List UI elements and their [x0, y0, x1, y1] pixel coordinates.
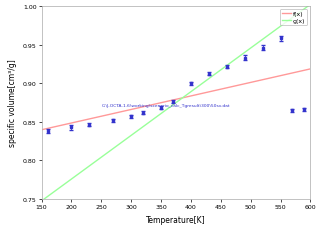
Text: C:\J-OCTA-1.6\working\scenario_calc_Tgresult\300\50sv.dat: C:\J-OCTA-1.6\working\scenario_calc_Tgre…: [101, 103, 230, 107]
Y-axis label: specific volume[cm³/g]: specific volume[cm³/g]: [8, 59, 17, 147]
Legend: f(x), g(x): f(x), g(x): [280, 10, 307, 26]
X-axis label: Temperature[K]: Temperature[K]: [146, 215, 206, 224]
